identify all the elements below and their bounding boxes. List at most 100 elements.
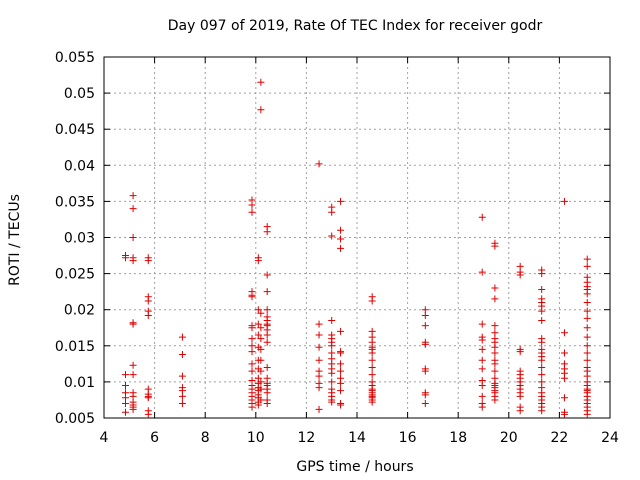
data-point <box>144 311 152 319</box>
data-point <box>538 270 546 278</box>
x-tick-label: 4 <box>100 430 109 446</box>
data-point <box>337 367 345 375</box>
data-point <box>254 401 262 409</box>
data-point <box>368 371 376 379</box>
data-point <box>583 314 591 322</box>
y-tick-label: 0.035 <box>55 194 95 210</box>
data-point <box>421 322 429 330</box>
data-point <box>254 320 262 328</box>
data-point <box>257 356 265 364</box>
x-tick-label: 8 <box>201 430 210 446</box>
data-point <box>583 356 591 364</box>
data-point <box>248 324 256 332</box>
data-point <box>478 403 486 411</box>
data-point <box>328 208 336 216</box>
data-point <box>257 385 265 393</box>
data-point <box>129 320 137 328</box>
y-tick-label: 0.055 <box>55 50 95 66</box>
data-point <box>478 268 486 276</box>
data-point <box>478 392 486 400</box>
data-point <box>315 320 323 328</box>
x-tick-label: 16 <box>399 430 417 446</box>
data-point <box>263 228 271 236</box>
data-point <box>254 306 262 314</box>
data-point <box>491 396 499 404</box>
data-point <box>491 242 499 250</box>
data-point <box>248 208 256 216</box>
data-point <box>248 348 256 356</box>
y-tick-label: 0.04 <box>64 158 95 174</box>
data-point <box>478 356 486 364</box>
data-point <box>583 262 591 270</box>
x-tick-label: 18 <box>449 430 467 446</box>
data-point <box>491 284 499 292</box>
data-point <box>368 356 376 364</box>
data-point <box>328 378 336 386</box>
data-point <box>263 389 271 397</box>
data-point <box>337 244 345 252</box>
y-tick-label: 0.025 <box>55 267 95 283</box>
data-point <box>257 78 265 86</box>
data-point <box>368 363 376 371</box>
data-point <box>337 349 345 357</box>
data-point <box>516 271 524 279</box>
data-point <box>248 293 256 301</box>
data-point <box>478 320 486 328</box>
data-point <box>560 410 568 418</box>
data-point <box>315 372 323 380</box>
data-point <box>263 288 271 296</box>
data-point <box>263 271 271 279</box>
data-point <box>315 331 323 339</box>
data-point <box>178 372 186 380</box>
data-point <box>421 367 429 375</box>
data-point <box>263 338 271 346</box>
data-point <box>254 257 262 265</box>
y-tick-labels: 0.005 0.01 0.015 0.02 0.025 0.03 0.035 0.04 0.04… <box>55 50 95 427</box>
data-point <box>263 400 271 408</box>
x-tick-label: 6 <box>150 430 159 446</box>
data-point <box>538 363 546 371</box>
data-point <box>421 340 429 348</box>
data-point <box>560 349 568 357</box>
data-point <box>129 192 137 200</box>
x-axis-label: GPS time / hours <box>296 459 413 475</box>
data-point <box>538 407 546 415</box>
data-point <box>538 307 546 315</box>
data-point <box>516 348 524 356</box>
data-point <box>491 367 499 375</box>
y-axis-label: ROTI / TECUs <box>7 194 23 286</box>
x-tick-label: 10 <box>247 430 265 446</box>
data-point <box>144 394 152 402</box>
data-point <box>129 371 137 379</box>
data-point <box>560 197 568 205</box>
data-point <box>538 338 546 346</box>
data-point <box>583 290 591 298</box>
data-point <box>315 405 323 413</box>
data-point <box>122 371 130 379</box>
data-point <box>516 392 524 400</box>
data-point <box>478 213 486 221</box>
data-point <box>129 234 137 241</box>
data-point <box>254 331 262 339</box>
data-point <box>337 401 345 409</box>
data-point <box>257 396 265 404</box>
data-point <box>248 201 256 209</box>
data-point <box>263 363 271 371</box>
data-point <box>144 410 152 418</box>
data-point <box>538 317 546 325</box>
y-tick-label: 0.02 <box>64 303 95 319</box>
data-point <box>129 361 137 369</box>
data-point <box>337 197 345 205</box>
data-point <box>560 374 568 382</box>
axis-ticks <box>103 56 611 419</box>
data-points <box>122 78 591 418</box>
data-point <box>122 408 130 416</box>
data-point <box>328 232 336 240</box>
data-point <box>144 297 152 305</box>
data-point <box>315 356 323 364</box>
x-tick-label: 24 <box>601 430 619 446</box>
data-point <box>248 360 256 368</box>
data-point <box>122 400 130 408</box>
